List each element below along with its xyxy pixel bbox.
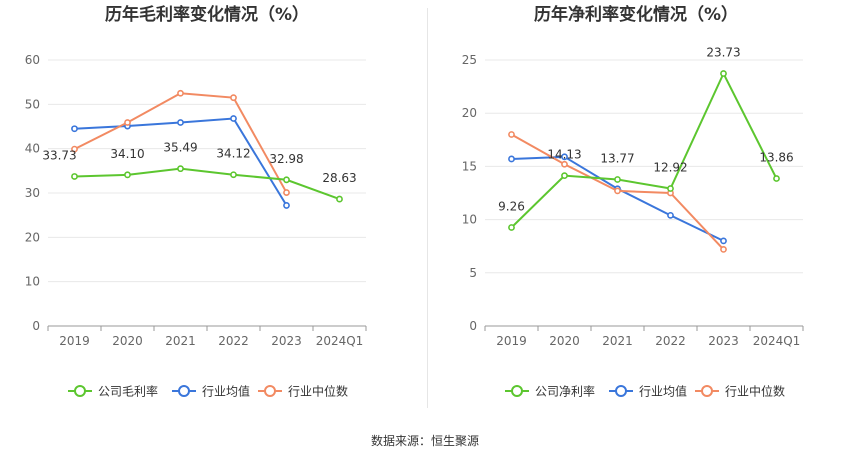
data-label: 12.92 xyxy=(653,161,687,175)
y-tick-label: 50 xyxy=(25,97,40,111)
x-tick-label: 2022 xyxy=(218,334,249,348)
x-tick-label: 2019 xyxy=(496,334,527,348)
data-point xyxy=(71,125,78,133)
data-point xyxy=(508,224,515,231)
data-point xyxy=(561,160,568,168)
data-label: 9.26 xyxy=(498,199,525,213)
data-point xyxy=(283,176,290,184)
data-point xyxy=(177,165,184,173)
data-label: 13.77 xyxy=(600,151,634,165)
legend-label: 行业中位数 xyxy=(288,384,348,399)
y-tick-label: 30 xyxy=(25,186,40,200)
data-label: 32.98 xyxy=(269,152,303,166)
series-line-公司毛利率 xyxy=(74,167,340,201)
data-point xyxy=(614,187,621,195)
x-tick-label: 2019 xyxy=(59,334,90,348)
legend-label: 行业均值 xyxy=(639,384,687,399)
legend-item[interactable]: 行业中位数 xyxy=(258,384,348,399)
legend-swatch-marker xyxy=(178,385,190,397)
data-point xyxy=(667,185,674,192)
data-point xyxy=(124,119,131,126)
legend-item[interactable]: 行业均值 xyxy=(172,384,250,399)
legend-item[interactable]: 行业均值 xyxy=(609,384,687,399)
data-label: 28.63 xyxy=(322,171,356,185)
chart-panel-2: 历年净利率变化情况（%） 0 5 10 15 20 25 2019 2020 2021 2022 20… xyxy=(462,4,804,399)
data-label: 34.12 xyxy=(216,147,250,161)
x-tick-label: 2020 xyxy=(549,334,580,348)
x-tick-label: 2021 xyxy=(165,334,196,348)
legend-swatch-marker xyxy=(701,385,713,397)
data-point xyxy=(230,94,237,102)
chart-title: 历年净利率变化情况（%） xyxy=(534,4,738,25)
data-point xyxy=(561,153,568,161)
x-tick-label: 2021 xyxy=(602,334,633,348)
legend-label: 公司毛利率 xyxy=(98,384,158,399)
data-point xyxy=(561,172,568,180)
legend-swatch-marker xyxy=(74,385,86,397)
y-tick-label: 60 xyxy=(25,53,40,67)
series-line-公司净利率 xyxy=(510,71,778,229)
x-tick-label: 2022 xyxy=(655,334,686,348)
y-tick-label: 20 xyxy=(462,106,477,120)
data-label: 14.13 xyxy=(547,148,581,162)
legend-label: 行业均值 xyxy=(202,384,250,399)
legend-label: 行业中位数 xyxy=(725,384,785,399)
data-point xyxy=(720,245,727,253)
data-point xyxy=(230,171,237,179)
y-tick-label: 40 xyxy=(25,142,40,156)
data-label: 34.10 xyxy=(110,147,144,161)
series-line-行业均值 xyxy=(511,155,724,242)
data-point xyxy=(177,119,184,126)
y-tick-label: 5 xyxy=(469,266,477,280)
legend-swatch-marker xyxy=(615,385,627,397)
legend-item[interactable]: 公司毛利率 xyxy=(68,384,158,399)
data-point xyxy=(283,189,290,196)
data-point xyxy=(124,171,131,179)
legend-swatch-marker xyxy=(264,385,276,397)
data-source-note: 数据来源：恒生聚源 xyxy=(370,434,479,448)
x-tick-label: 2023 xyxy=(271,334,302,348)
x-tick-label: 2023 xyxy=(708,334,739,348)
data-point xyxy=(283,202,290,209)
y-tick-label: 10 xyxy=(462,213,477,227)
data-point xyxy=(773,175,780,182)
y-tick-label: 15 xyxy=(462,159,477,173)
x-tick-label: 2024Q1 xyxy=(753,334,801,348)
data-point xyxy=(230,115,237,122)
legend: 公司毛利率 行业均值 行业中位数 xyxy=(68,384,348,399)
y-tick-label: 20 xyxy=(25,230,40,244)
data-label: 13.86 xyxy=(759,151,793,165)
chart-title: 历年毛利率变化情况（%） xyxy=(105,4,309,25)
y-tick-label: 25 xyxy=(462,53,477,67)
data-point xyxy=(336,195,343,203)
legend-swatch-marker xyxy=(511,385,523,397)
data-point xyxy=(508,155,515,163)
legend-label: 公司净利率 xyxy=(535,384,595,399)
data-label: 23.73 xyxy=(706,46,740,60)
y-tick-label: 0 xyxy=(469,319,477,333)
data-label: 33.73 xyxy=(42,148,76,162)
data-point xyxy=(71,173,78,180)
data-point xyxy=(720,237,727,245)
x-tick-label: 2024Q1 xyxy=(316,334,364,348)
data-point xyxy=(720,70,727,77)
series-line-行业均值 xyxy=(74,117,288,206)
legend-item[interactable]: 行业中位数 xyxy=(695,384,785,399)
chart-panel-1: 历年毛利率变化情况（%） 0 10 20 30 40 50 60 2019 2020 2021 202… xyxy=(25,4,367,399)
data-point xyxy=(667,211,674,219)
data-label: 35.49 xyxy=(163,141,197,155)
y-tick-label: 10 xyxy=(25,275,40,289)
x-tick-label: 2020 xyxy=(112,334,143,348)
data-point xyxy=(508,131,515,138)
data-point xyxy=(614,176,621,183)
data-point xyxy=(177,89,184,97)
legend: 公司净利率 行业均值 行业中位数 xyxy=(505,384,785,399)
panel-divider xyxy=(427,8,428,408)
data-point xyxy=(71,145,78,153)
legend-item[interactable]: 公司净利率 xyxy=(505,384,595,399)
y-tick-label: 0 xyxy=(32,319,40,333)
